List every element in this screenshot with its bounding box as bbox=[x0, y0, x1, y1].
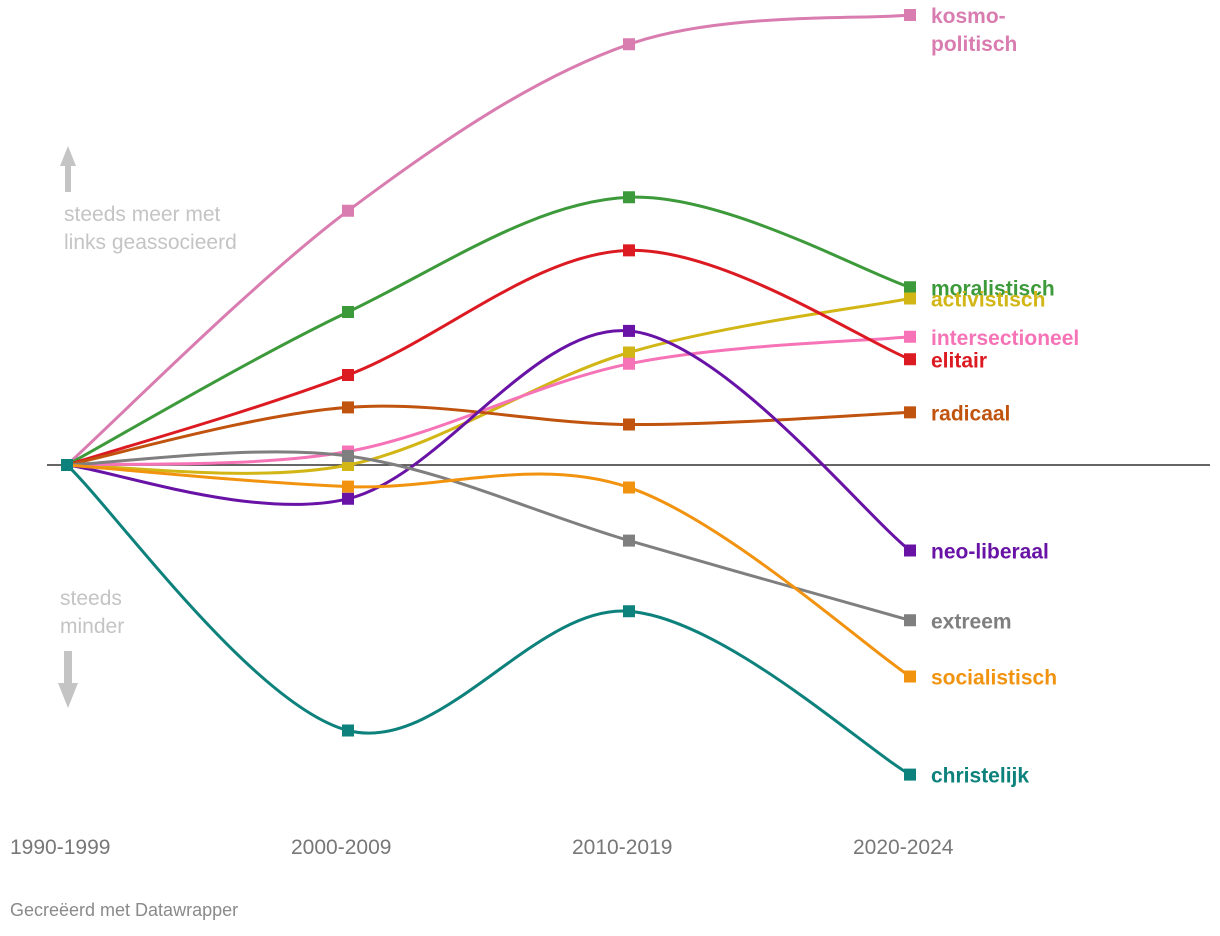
series-label-elitair: elitair bbox=[931, 349, 987, 372]
series-label-intersectioneel: intersectioneel bbox=[931, 327, 1079, 350]
series-label-christelijk: christelijk bbox=[931, 765, 1029, 788]
x-axis-ticks: 1990-1999 2000-2009 2010-2019 2020-2024 bbox=[10, 836, 954, 859]
data-point-moralistisch bbox=[342, 306, 354, 318]
data-point-neo-liberaal bbox=[342, 492, 354, 505]
series-markers bbox=[61, 9, 916, 781]
data-point-neo-liberaal bbox=[904, 544, 916, 557]
data-point-christelijk bbox=[623, 605, 635, 618]
data-point-socialistisch bbox=[623, 481, 635, 494]
series-label-activistisch: activistisch bbox=[931, 289, 1045, 312]
data-point-christelijk bbox=[61, 459, 73, 471]
series-label-moralistisch: moralistisch bbox=[931, 277, 1055, 300]
data-point-extreem bbox=[904, 614, 916, 627]
series-label-neo-liberaal: neo-liberaal bbox=[931, 541, 1049, 564]
annotation-down-line: minder bbox=[60, 615, 124, 638]
series-line-neo-liberaal bbox=[65, 329, 912, 552]
data-point-extreem bbox=[623, 534, 635, 547]
data-point-radicaal bbox=[342, 401, 354, 414]
series-line-extreem bbox=[65, 450, 912, 622]
data-point-activistisch bbox=[623, 346, 635, 359]
data-point-moralistisch bbox=[904, 281, 916, 294]
data-point-radicaal bbox=[623, 418, 635, 431]
series-lines bbox=[65, 13, 912, 777]
x-tick-label: 2020-2024 bbox=[853, 836, 954, 859]
data-point-extreem bbox=[342, 450, 354, 462]
series-label-kosmo-politisch: kosmo- bbox=[931, 5, 1006, 28]
annotation-up-line: steeds meer met bbox=[64, 203, 221, 226]
data-point-socialistisch bbox=[904, 670, 916, 683]
series-label-kosmo-politisch: politisch bbox=[931, 33, 1017, 56]
data-point-elitair bbox=[623, 244, 635, 257]
data-point-socialistisch bbox=[342, 480, 354, 493]
series-line-radicaal bbox=[65, 404, 912, 467]
series-line-christelijk bbox=[65, 463, 912, 777]
credit-text: Gecreëerd met Datawrapper bbox=[10, 900, 239, 920]
annotation-up-line: links geassocieerd bbox=[64, 231, 237, 254]
series-line-socialistisch bbox=[65, 463, 912, 678]
data-point-elitair bbox=[342, 369, 354, 381]
data-point-christelijk bbox=[342, 724, 354, 737]
data-point-radicaal bbox=[904, 406, 916, 419]
series-line-kosmo-politisch bbox=[65, 13, 912, 467]
series-label-socialistisch: socialistisch bbox=[931, 667, 1057, 690]
x-tick-label: 2010-2019 bbox=[572, 836, 672, 859]
series-label-radicaal: radicaal bbox=[931, 402, 1010, 425]
data-point-christelijk bbox=[904, 768, 916, 781]
annotation-down-line: steeds bbox=[60, 587, 122, 610]
x-tick-label: 2000-2009 bbox=[291, 836, 391, 859]
data-point-activistisch bbox=[904, 292, 916, 305]
series-label-extreem: extreem bbox=[931, 610, 1012, 633]
series-line-intersectioneel bbox=[65, 335, 912, 467]
data-point-kosmo-politisch bbox=[342, 204, 354, 217]
x-tick-label: 1990-1999 bbox=[10, 836, 110, 859]
series-line-activistisch bbox=[65, 297, 912, 475]
annotation-layer: steeds meer met links geassocieerd steeds m… bbox=[58, 146, 237, 708]
arrow-up-icon bbox=[60, 146, 76, 192]
data-point-intersectioneel bbox=[623, 357, 635, 370]
arrow-down-icon bbox=[58, 651, 78, 708]
data-point-kosmo-politisch bbox=[904, 9, 916, 21]
data-point-moralistisch bbox=[623, 191, 635, 204]
series-line-elitair bbox=[65, 248, 912, 467]
data-point-neo-liberaal bbox=[623, 324, 635, 337]
series-line-moralistisch bbox=[65, 195, 912, 467]
data-point-elitair bbox=[904, 353, 916, 366]
data-point-intersectioneel bbox=[904, 330, 916, 343]
data-point-kosmo-politisch bbox=[623, 38, 635, 51]
